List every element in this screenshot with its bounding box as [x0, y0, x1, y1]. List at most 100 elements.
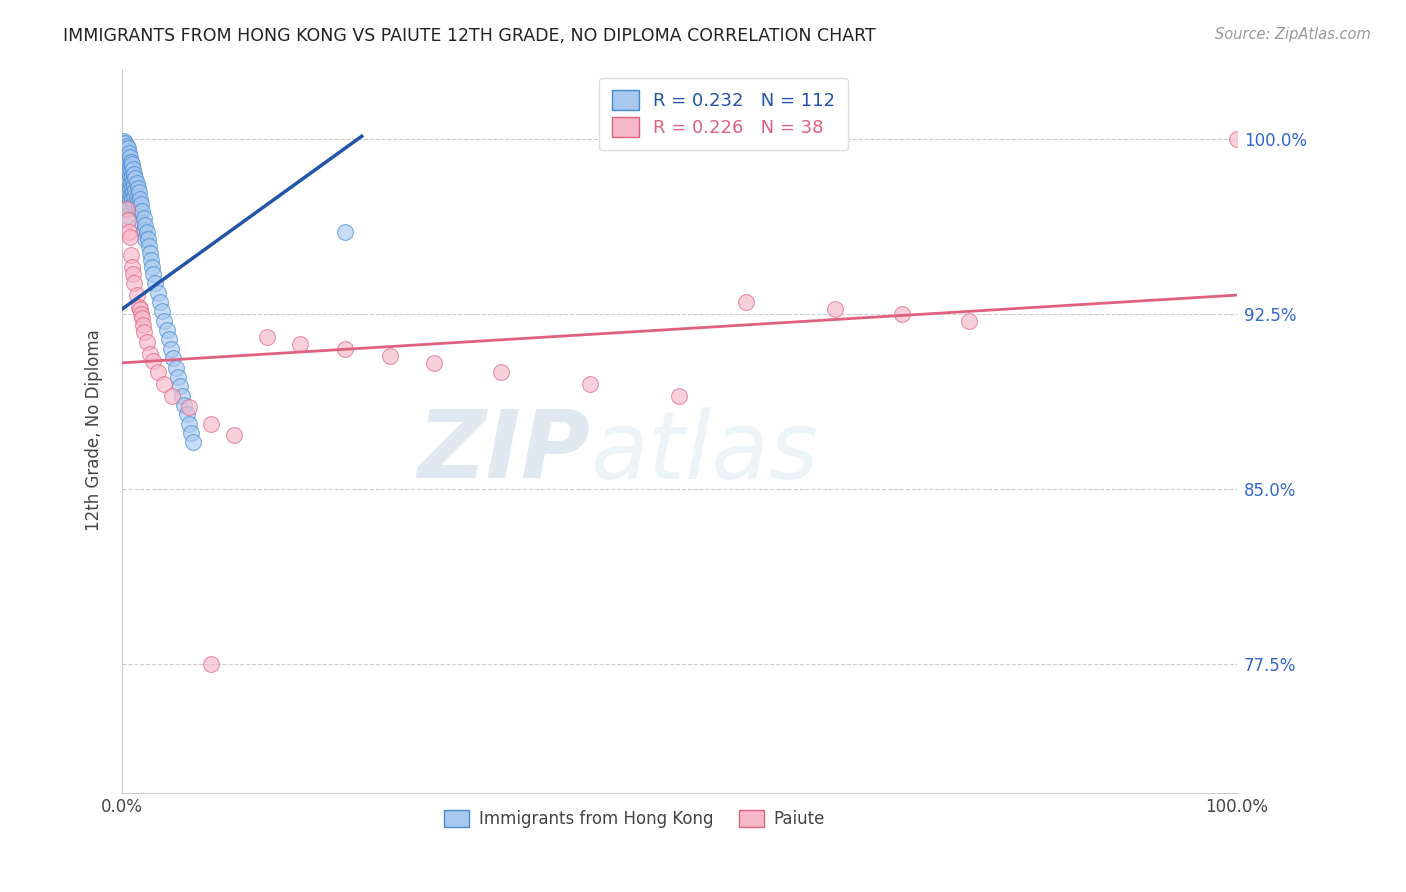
Point — [115, 183, 138, 197]
Point — [180, 425, 202, 440]
Point — [172, 388, 194, 402]
Point — [124, 197, 146, 211]
Point — [120, 176, 142, 190]
Point — [114, 176, 136, 190]
Point — [112, 148, 135, 162]
Point — [114, 186, 136, 200]
Point — [132, 225, 155, 239]
Point — [146, 365, 169, 379]
Text: Source: ZipAtlas.com: Source: ZipAtlas.com — [1215, 27, 1371, 42]
Point — [136, 232, 159, 246]
Point — [142, 353, 165, 368]
Point — [114, 192, 136, 206]
Point — [118, 174, 141, 188]
Point — [131, 216, 153, 230]
Point — [153, 376, 176, 391]
Point — [124, 277, 146, 291]
Point — [256, 330, 278, 344]
Point — [112, 136, 135, 151]
Point — [489, 365, 512, 379]
Point — [118, 160, 141, 174]
Point — [124, 171, 146, 186]
Point — [122, 197, 145, 211]
Point — [127, 180, 149, 194]
Point — [378, 349, 401, 363]
Point — [112, 141, 135, 155]
Point — [112, 169, 135, 183]
Point — [156, 323, 179, 337]
Point — [134, 211, 156, 225]
Point — [112, 161, 135, 176]
Point — [124, 178, 146, 193]
Point — [112, 190, 135, 204]
Point — [135, 225, 157, 239]
Point — [200, 417, 222, 431]
Point — [146, 285, 169, 300]
Point — [114, 136, 136, 151]
Point — [200, 657, 222, 672]
Point — [115, 164, 138, 178]
Text: IMMIGRANTS FROM HONG KONG VS PAIUTE 12TH GRADE, NO DIPLOMA CORRELATION CHART: IMMIGRANTS FROM HONG KONG VS PAIUTE 12TH… — [63, 27, 876, 45]
Point — [112, 143, 135, 157]
Point — [115, 174, 138, 188]
Point — [115, 202, 138, 216]
Point — [118, 180, 141, 194]
Point — [112, 161, 135, 176]
Point — [114, 169, 136, 183]
Point — [128, 204, 150, 219]
Point — [128, 300, 150, 314]
Point — [118, 192, 141, 206]
Point — [114, 160, 136, 174]
Text: ZIP: ZIP — [418, 407, 591, 499]
Y-axis label: 12th Grade, No Diploma: 12th Grade, No Diploma — [86, 330, 103, 532]
Point — [139, 346, 162, 360]
Point — [177, 401, 200, 415]
Point — [117, 190, 139, 204]
Point — [125, 288, 148, 302]
Point — [891, 307, 914, 321]
Text: atlas: atlas — [591, 407, 818, 498]
Point — [160, 388, 183, 402]
Point — [824, 302, 846, 317]
Point — [117, 150, 139, 164]
Point — [135, 334, 157, 349]
Point — [112, 171, 135, 186]
Point — [117, 213, 139, 227]
Point — [134, 223, 156, 237]
Point — [118, 169, 141, 183]
Point — [128, 302, 150, 317]
Point — [423, 356, 446, 370]
Point — [176, 407, 198, 421]
Point — [117, 160, 139, 174]
Point — [118, 197, 141, 211]
Point — [112, 155, 135, 169]
Point — [125, 176, 148, 190]
Point — [128, 199, 150, 213]
Point — [150, 304, 173, 318]
Point — [115, 138, 138, 153]
Point — [115, 148, 138, 162]
Point — [112, 148, 135, 162]
Point — [112, 178, 135, 193]
Point — [122, 174, 145, 188]
Point — [139, 253, 162, 268]
Point — [138, 239, 160, 253]
Point — [115, 157, 138, 171]
Point — [118, 229, 141, 244]
Point — [735, 295, 758, 310]
Point — [122, 161, 145, 176]
Point — [118, 145, 141, 160]
Point — [112, 155, 135, 169]
Point — [121, 169, 143, 183]
Point — [121, 192, 143, 206]
Point — [114, 143, 136, 157]
Point — [121, 180, 143, 194]
Point — [128, 186, 150, 200]
Point — [183, 435, 205, 450]
Point — [125, 190, 148, 204]
Point — [579, 376, 602, 391]
Point — [162, 351, 184, 366]
Point — [117, 199, 139, 213]
Point — [149, 295, 172, 310]
Point — [124, 190, 146, 204]
